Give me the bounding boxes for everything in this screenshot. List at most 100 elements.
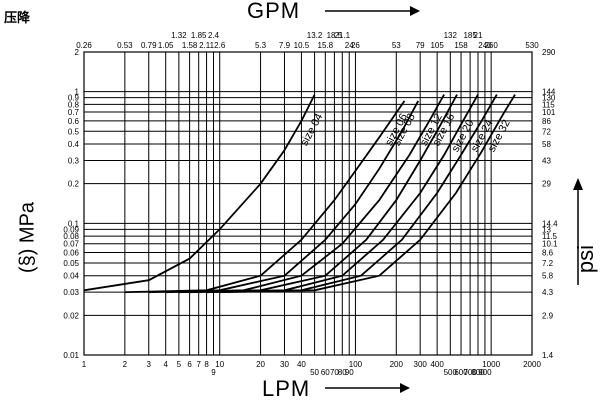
- corner-label: 压降: [4, 11, 31, 26]
- x-top-tick-label: 10.5: [294, 41, 310, 50]
- x-bottom-tick-label: 40: [297, 360, 306, 369]
- y-left-tick-label: 2: [75, 48, 80, 57]
- bottom-axis-title: LPM: [262, 376, 311, 401]
- x-top-tick-label: 1.32: [171, 31, 187, 40]
- y-left-tick-label: 0.1: [68, 219, 80, 228]
- x-top-tick-label: 2.6: [214, 41, 226, 50]
- x-bottom-tick-label: 2: [123, 360, 128, 369]
- x-bottom-tick-label: 7: [196, 360, 201, 369]
- bottom-arrow-head: [400, 383, 410, 393]
- x-bottom-tick-label: 8: [204, 360, 209, 369]
- x-top-tick-label: 1.85: [191, 31, 207, 40]
- x-bottom-tick-label: 300: [414, 360, 428, 369]
- x-top-tick-label: 185: [463, 31, 477, 40]
- right-arrow-head: [573, 178, 583, 190]
- y-left-tick-label: 0.09: [63, 225, 79, 234]
- y-left-tick-label: 0.2: [68, 180, 80, 189]
- y-right-tick-label: 11.5: [542, 232, 558, 241]
- x-bottom-tick-label: 600: [454, 368, 468, 377]
- x-bottom-tick-label: 800: [471, 368, 485, 377]
- y-right-tick-label: 29: [542, 180, 551, 189]
- x-top-tick-label: 0.79: [141, 41, 157, 50]
- y-right-tick-label: 130: [542, 94, 556, 103]
- x-top-tick-label: 0.26: [76, 41, 92, 50]
- series-curve: [148, 100, 419, 294]
- y-left-tick-label: 0.4: [68, 140, 80, 149]
- x-bottom-tick-label: 70: [330, 368, 339, 377]
- y-right-tick-label: 290: [542, 48, 556, 57]
- x-bottom-tick-label: 6: [187, 360, 192, 369]
- series-curve: [124, 100, 406, 294]
- x-bottom-tick-label: 400: [430, 360, 444, 369]
- y-left-tick-label: 0.8: [68, 100, 80, 109]
- x-bottom-tick-label: 500: [444, 368, 458, 377]
- x-bottom-tick-label: 50: [310, 368, 319, 377]
- x-bottom-tick-label: 1000: [482, 360, 500, 369]
- series-curve: [165, 94, 445, 294]
- x-top-tick-label: 21.1: [334, 31, 350, 40]
- y-right-tick-label: 4.3: [542, 288, 554, 297]
- x-top-tick-label: 1.05: [158, 41, 174, 50]
- y-right-tick-label: 101: [542, 108, 556, 117]
- x-bottom-tick-label: 10: [215, 360, 224, 369]
- y-right-tick-label: 10.1: [542, 240, 558, 249]
- y-left-tick-label: 1: [75, 88, 80, 97]
- y-left-tick-label: 0.7: [68, 108, 80, 117]
- x-bottom-tick-label: 9: [211, 368, 216, 377]
- x-bottom-tick-label: 80: [338, 368, 347, 377]
- y-left-tick-label: 0.9: [68, 94, 80, 103]
- x-bottom-tick-label: 20: [256, 360, 265, 369]
- y-left-tick-label: 0.06: [63, 249, 79, 258]
- x-top-tick-label: 13.2: [307, 31, 323, 40]
- series-curve: [83, 94, 316, 292]
- x-top-tick-label: 158: [454, 41, 468, 50]
- y-left-tick-label: 0.03: [63, 288, 79, 297]
- x-bottom-tick-label: 60: [321, 368, 330, 377]
- y-right-tick-label: 2.9: [542, 311, 554, 320]
- x-top-tick-label: 0.53: [117, 41, 133, 50]
- x-top-tick-label: 24: [345, 41, 354, 50]
- y-right-tick-label: 115: [542, 100, 555, 109]
- x-bottom-tick-label: 5: [177, 360, 182, 369]
- x-bottom-tick-label: 900: [478, 368, 492, 377]
- y-left-tick-label: 0.05: [63, 259, 79, 268]
- y-right-tick-label: 43: [542, 156, 551, 165]
- x-bottom-tick-label: 2000: [523, 360, 541, 369]
- x-bottom-tick-label: 4: [163, 360, 168, 369]
- x-bottom-tick-label: 100: [349, 360, 363, 369]
- x-top-tick-label: 530: [525, 41, 539, 50]
- y-left-tick-label: 0.04: [63, 272, 79, 281]
- x-top-tick-label: 18.5: [327, 31, 343, 40]
- y-left-tick-label: 0.02: [63, 311, 79, 320]
- x-top-tick-label: 53: [392, 41, 401, 50]
- y-right-tick-label: 5.8: [542, 272, 554, 281]
- top-axis-title: GPM: [247, 0, 301, 23]
- x-bottom-tick-label: 700: [463, 368, 477, 377]
- x-bottom-tick-label: 200: [390, 360, 404, 369]
- y-right-tick-label: 1.4: [542, 351, 554, 360]
- x-top-tick-label: 5.3: [255, 41, 267, 50]
- x-top-tick-label: 260: [484, 41, 498, 50]
- y-right-tick-label: 7.2: [542, 259, 554, 268]
- x-top-tick-label: 2.11: [199, 41, 215, 50]
- y-right-tick-label: 14.4: [542, 219, 558, 228]
- y-left-tick-label: 0.5: [68, 127, 80, 136]
- y-left-tick-label: 0.07: [63, 240, 79, 249]
- y-left-tick-label: 0.08: [63, 232, 79, 241]
- x-bottom-tick-label: 90: [345, 368, 354, 377]
- series-curve: [219, 94, 516, 294]
- x-top-tick-label: 7.9: [279, 41, 291, 50]
- top-arrow-head: [410, 6, 420, 16]
- x-top-tick-label: 79: [416, 41, 425, 50]
- y-right-tick-label: 86: [542, 117, 551, 126]
- x-bottom-tick-label: 3: [147, 360, 152, 369]
- y-left-tick-label: 0.01: [63, 351, 79, 360]
- x-top-tick-label: 2.4: [208, 31, 220, 40]
- series-curve: [178, 94, 458, 294]
- y-right-tick-label: 13: [542, 225, 551, 234]
- x-bottom-tick-label: 30: [280, 360, 289, 369]
- x-top-tick-label: 15.8: [318, 41, 334, 50]
- y-left-tick-label: 0.3: [68, 156, 80, 165]
